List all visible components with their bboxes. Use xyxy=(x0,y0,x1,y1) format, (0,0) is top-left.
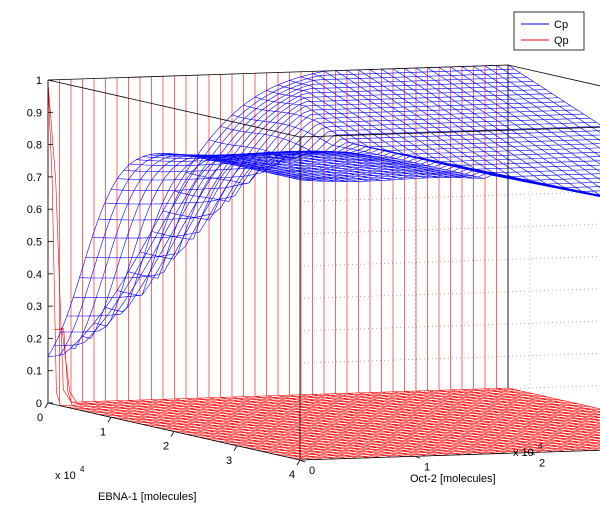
grid-line xyxy=(300,316,600,331)
x-tick-label: 2 xyxy=(163,441,169,453)
z-tick-label: 0.3 xyxy=(27,301,42,313)
z-tick-label: 0.9 xyxy=(27,107,42,119)
x-tick-mark xyxy=(108,417,111,422)
x-tick-label: 0 xyxy=(37,412,43,424)
qp-mesh-line xyxy=(54,329,514,403)
z-tick-label: 0.4 xyxy=(27,269,42,281)
z-tick-label: 0.7 xyxy=(27,172,42,184)
z-tick-label: 0.1 xyxy=(27,366,42,378)
cp-mesh-line xyxy=(86,90,546,258)
cp-mesh-line xyxy=(439,67,600,215)
y-tick-label: 1 xyxy=(424,461,430,473)
z-tick-label: 0.6 xyxy=(27,204,42,216)
svg-text:x 10: x 10 xyxy=(513,447,534,459)
x-tick-mark xyxy=(297,460,300,465)
grid-line xyxy=(300,187,600,202)
z-tick-label: 0.5 xyxy=(27,237,42,249)
svg-text:x 10: x 10 xyxy=(55,470,76,482)
x-tick-label: 1 xyxy=(100,426,106,438)
cp-mesh-line xyxy=(94,155,346,326)
z-tick-label: 0 xyxy=(36,398,42,410)
y-tick-label: 0 xyxy=(309,465,315,477)
legend-label-qp: Qp xyxy=(554,35,569,47)
grid-line xyxy=(300,219,600,234)
x-axis-label: EBNA-1 [molecules] xyxy=(98,491,196,503)
x-tick-label: 3 xyxy=(226,455,232,467)
legend-label-cp: Cp xyxy=(554,19,568,31)
grid-line xyxy=(300,348,600,363)
svg-text:4: 4 xyxy=(538,442,543,451)
svg-text:4: 4 xyxy=(80,465,85,474)
x-tick-mark xyxy=(45,403,48,408)
x-tick-mark xyxy=(234,446,237,451)
cp-mesh-line xyxy=(71,155,323,349)
x-tick-label: 4 xyxy=(289,469,295,481)
y-tick-label: 2 xyxy=(539,458,545,470)
cp-mesh-line xyxy=(300,175,600,228)
grid-line xyxy=(300,251,600,266)
axis-edge xyxy=(48,80,300,137)
legend: Cp Qp xyxy=(514,12,584,50)
z-tick-label: 0.8 xyxy=(27,140,42,152)
grid-line xyxy=(300,284,600,299)
cp-mesh-line xyxy=(129,154,381,278)
z-tick-label: 0.2 xyxy=(27,333,42,345)
z-tick-label: 1 xyxy=(36,75,42,87)
cp-mesh-line xyxy=(61,73,521,332)
qp-mesh xyxy=(48,65,600,460)
x-scale-label: x 10 4 xyxy=(55,465,85,482)
x-tick-mark xyxy=(171,432,174,437)
y-axis-label: Oct-2 [molecules] xyxy=(410,473,496,485)
